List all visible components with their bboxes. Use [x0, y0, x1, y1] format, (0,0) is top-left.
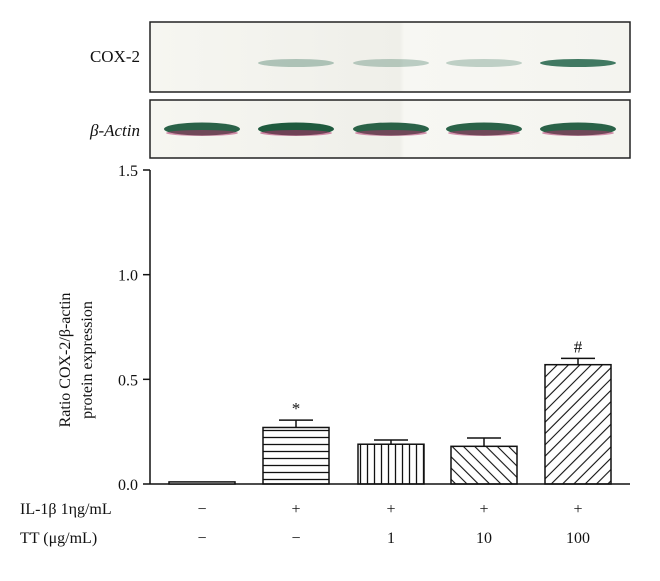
- condition-value: +: [479, 501, 488, 518]
- bar: [168, 481, 236, 485]
- condition-label-il1b: IL-1β 1ηg/mL: [20, 501, 112, 518]
- condition-value: −: [197, 501, 206, 518]
- significance-mark: *: [292, 399, 301, 418]
- actin-bands: [164, 122, 616, 136]
- y-tick-label: 1.0: [118, 268, 138, 285]
- condition-value: +: [573, 501, 582, 518]
- blot-band: [353, 59, 429, 67]
- condition-value: +: [291, 501, 300, 518]
- bar: [450, 445, 518, 485]
- y-tick-label: 0.0: [118, 477, 138, 494]
- blot-band-edge: [448, 130, 520, 136]
- conditions-table: IL-1β 1ηg/mL TT (μg/mL) − + + + + − − 1 10 100: [20, 501, 590, 547]
- condition-value: −: [291, 530, 300, 547]
- y-label-line1: Ratio COX-2/β-actin: [57, 293, 74, 428]
- condition-value: 1: [387, 530, 395, 547]
- blot-panel-cox2: COX-2: [90, 21, 631, 93]
- condition-value: −: [197, 530, 206, 547]
- y-label-line2: protein expression: [79, 301, 96, 419]
- y-tick-label: 1.5: [118, 163, 138, 180]
- blot-band: [258, 59, 334, 67]
- cox2-bands: [258, 59, 616, 67]
- y-axis-label: Ratio COX-2/β-actin protein expression: [57, 293, 96, 428]
- blot-band-edge: [542, 130, 614, 136]
- blot-band-edge: [166, 130, 238, 136]
- significance-mark: #: [574, 337, 583, 356]
- condition-label-tt: TT (μg/mL): [20, 530, 97, 547]
- condition-value: 10: [476, 530, 492, 547]
- y-tick-label: 0.5: [118, 372, 138, 389]
- bar: [544, 363, 612, 485]
- bar: [262, 426, 330, 485]
- blot-label-cox2: COX-2: [90, 47, 140, 66]
- bar: [357, 443, 425, 485]
- blot-panel-actin: β-Actin: [89, 99, 631, 159]
- condition-value: +: [386, 501, 395, 518]
- blot-band: [540, 59, 616, 67]
- bars: *#: [168, 337, 612, 485]
- blot-band-edge: [260, 130, 332, 136]
- blot-band-edge: [355, 130, 427, 136]
- condition-value: 100: [566, 530, 590, 547]
- blot-label-actin: β-Actin: [89, 121, 140, 140]
- blot-band: [446, 59, 522, 67]
- y-axis: 0.0 0.5 1.0 1.5: [118, 163, 151, 494]
